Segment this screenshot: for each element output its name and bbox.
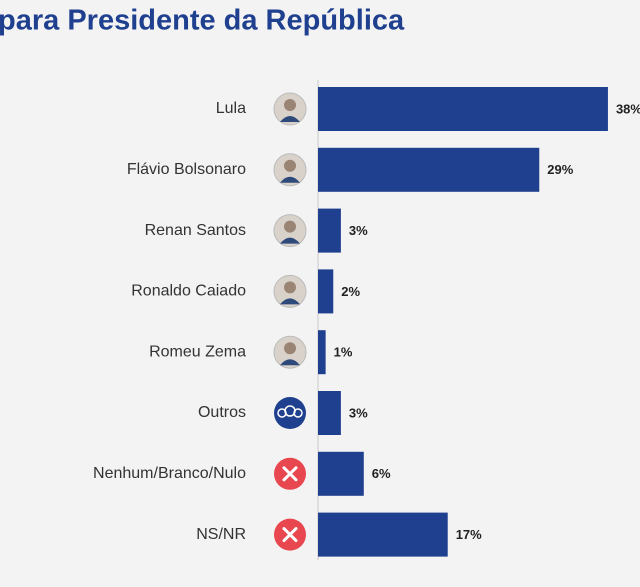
icon-group [274,397,306,429]
avatar-body [280,298,300,305]
avatar-head [284,281,296,294]
icon-cross-mark [282,466,298,482]
value-label: 3% [349,405,368,420]
value-label: 17% [456,527,482,542]
value-label: 2% [341,284,360,299]
bar [318,330,326,375]
icon-group-head [277,408,287,418]
avatar-head [284,342,296,355]
category-label: Outros [198,404,246,421]
value-label: 38% [616,101,640,116]
icon-cross-mark [282,527,298,543]
category-label: Nenhum/Branco/Nulo [93,465,246,482]
bar [318,147,540,192]
bar [318,512,448,557]
bar [318,391,341,435]
avatar-body [280,359,300,366]
category-label: NS/NR [196,526,246,543]
bar [318,269,334,314]
value-label: 6% [372,466,391,481]
icon-group-head [293,408,303,418]
avatar-body [280,237,300,244]
category-label: Lula [216,100,246,117]
avatar-body [280,176,300,183]
value-label: 3% [349,223,368,238]
category-label: Romeu Zema [149,343,246,360]
category-label: Flávio Bolsonaro [127,161,246,178]
avatar-body [280,116,300,122]
category-label: Renan Santos [145,222,246,239]
bar [318,208,341,253]
value-label: 29% [547,162,573,177]
bar [318,87,608,131]
avatar-head [284,159,296,172]
avatar-head [284,220,296,233]
chart-title: para Presidente da República [0,5,405,37]
bar [318,451,364,496]
avatar-head [284,99,296,111]
category-label: Ronaldo Caiado [131,283,246,300]
value-label: 1% [334,345,353,360]
